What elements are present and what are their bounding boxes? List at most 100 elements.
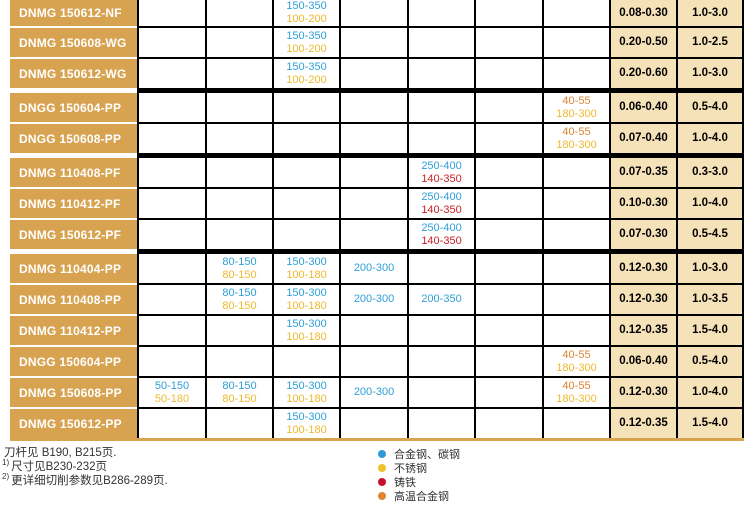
speed-cell: [341, 347, 409, 376]
insert-designation: DNGG 150608-PP: [10, 124, 137, 153]
speed-range: 150-300: [286, 255, 327, 268]
legend-label: 合金钢、碳钢: [394, 449, 460, 461]
speed-cell: 150-300 100-180: [274, 378, 341, 407]
speed-cell: 150-300 100-180: [274, 316, 341, 345]
depth-cell: 0.5-4.5: [678, 220, 744, 249]
speed-range: 140-350: [421, 234, 462, 247]
speed-cell: 40-55 180-300: [544, 347, 611, 376]
speed-range: 180-300: [556, 392, 597, 405]
footnote-dimensions: 1) 尺寸见B230-232页: [2, 459, 168, 474]
speed-cell: [207, 93, 274, 122]
speed-cell: [409, 409, 476, 438]
speed-range: 250-400: [421, 190, 462, 203]
row-divider: [0, 187, 744, 189]
speed-cell: 40-55 180-300: [544, 93, 611, 122]
legend-label: 不锈钢: [394, 463, 427, 475]
speed-cell: 80-150 80-150: [207, 378, 274, 407]
feed-cell: 0.12-0.35: [611, 409, 678, 438]
speed-range: 80-150: [222, 268, 257, 281]
table-row: DNMG 150608-PP 50-150 50-180 80-150 80-150 15…: [0, 378, 744, 407]
depth-cell: 1.0-4.0: [678, 189, 744, 218]
speed-range: 200-350: [421, 293, 462, 305]
insert-designation: DNMG 110404-PP: [10, 254, 137, 283]
speed-range: 100-200: [286, 73, 327, 86]
speed-cell: [544, 220, 611, 249]
speed-cell: 250-400 140-350: [409, 189, 476, 218]
speed-cell: [274, 124, 341, 153]
insert-designation: DNMG 150612-NF: [10, 0, 137, 26]
speed-range: 40-55: [562, 125, 591, 138]
speed-cell: [476, 93, 544, 122]
row-divider: [0, 153, 744, 158]
speed-range: 100-180: [286, 299, 327, 312]
insert-designation: DNMG 110412-PF: [10, 189, 137, 218]
speed-cell: [137, 409, 207, 438]
footnote-toolholder: 刀杆见 B190, B215页.: [2, 446, 168, 460]
speed-range: 100-200: [286, 42, 327, 55]
insert-designation: DNMG 110408-PF: [10, 158, 137, 187]
depth-cell: 1.0-3.5: [678, 285, 744, 314]
speed-cell: [544, 189, 611, 218]
speed-range: 80-150: [222, 392, 257, 405]
speed-cell: 200-300: [341, 254, 409, 283]
row-divider: [0, 283, 744, 285]
speed-cell: [476, 378, 544, 407]
speed-cell: [409, 0, 476, 26]
row-divider: [0, 345, 744, 347]
legend-item-alloy-carbon-steel: 合金钢、碳钢: [378, 447, 460, 461]
row-divider: [0, 122, 744, 124]
speed-range: 100-180: [286, 392, 327, 405]
feed-cell: 0.06-0.40: [611, 93, 678, 122]
feed-cell: 0.10-0.30: [611, 189, 678, 218]
speed-cell: [341, 189, 409, 218]
speed-range: 200-300: [353, 293, 395, 305]
depth-cell: 1.0-3.0: [678, 59, 744, 88]
speed-cell: [207, 124, 274, 153]
footnote-text: 尺寸见B230-232页: [11, 461, 107, 473]
depth-cell: 1.0-3.0: [678, 0, 744, 26]
speed-cell: 150-350 100-200: [274, 59, 341, 88]
speed-range: 150-350: [286, 0, 327, 12]
footnote-text: 刀杆见 B190, B215页.: [4, 447, 117, 459]
speed-range: 100-180: [286, 330, 327, 343]
speed-cell: [544, 285, 611, 314]
feed-cell: 0.12-0.35: [611, 316, 678, 345]
speed-range: 50-180: [154, 392, 190, 405]
feed-cell: 0.12-0.30: [611, 254, 678, 283]
speed-cell: 150-350 100-200: [274, 28, 341, 57]
speed-cell: 150-300 100-180: [274, 285, 341, 314]
speed-cell: [341, 220, 409, 249]
row-divider: [0, 26, 744, 28]
speed-cell: [544, 0, 611, 26]
speed-cell: 150-300 100-180: [274, 409, 341, 438]
speed-cell: [137, 347, 207, 376]
depth-cell: 0.3-3.0: [678, 158, 744, 187]
table-row: DNMG 110404-PP 80-150 80-150 150-300 100-180…: [0, 254, 744, 283]
speed-cell: [274, 347, 341, 376]
feed-cell: 0.07-0.30: [611, 220, 678, 249]
table-row: DNMG 150612-PP 150-300 100-180 0.12-0.35 1.5…: [0, 409, 744, 438]
row-divider: [0, 407, 744, 409]
speed-cell: [476, 124, 544, 153]
speed-cell: [341, 28, 409, 57]
cutting-parameters-table: DNMG 150612-NF 150-350 100-200 0.08-0.30 1.0…: [0, 0, 744, 441]
speed-cell: [207, 316, 274, 345]
speed-cell: [341, 93, 409, 122]
row-divider: [0, 314, 744, 316]
table-bottom-rule: [0, 438, 744, 441]
speed-range: 80-150: [222, 286, 257, 299]
speed-cell: [274, 93, 341, 122]
speed-cell: [274, 189, 341, 218]
insert-designation: DNMG 150608-PP: [10, 378, 137, 407]
material-legend: 合金钢、碳钢 不锈钢 铸铁 高温合金钢: [378, 447, 460, 503]
speed-cell: [544, 409, 611, 438]
speed-cell: [476, 316, 544, 345]
table-row: DNMG 150612-PF 250-400 140-350 0.07-0.30 0.5…: [0, 220, 744, 249]
speed-cell: [341, 59, 409, 88]
feed-cell: 0.06-0.40: [611, 347, 678, 376]
feed-cell: 0.12-0.30: [611, 378, 678, 407]
speed-range: 250-400: [421, 159, 462, 172]
speed-cell: [341, 124, 409, 153]
speed-cell: [409, 347, 476, 376]
speed-range: 140-350: [421, 172, 462, 185]
